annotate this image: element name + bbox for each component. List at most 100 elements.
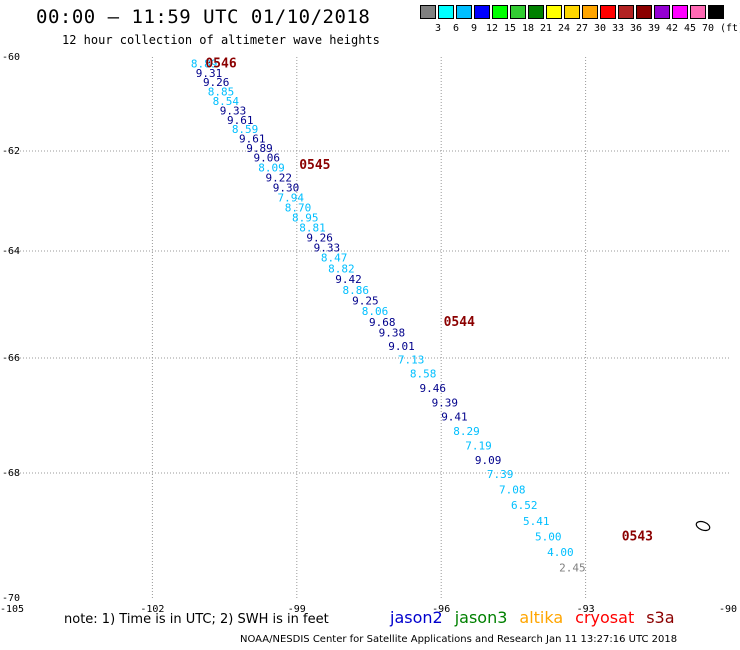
wave-height-label: 9.38 [379,327,406,340]
wave-height-label: 9.61 [227,114,254,127]
wave-height-label: 9.06 [253,152,279,165]
color-swatch [474,5,490,19]
wave-height-label: 8.09 [258,162,285,175]
wave-height-label: 8.86 [343,284,370,297]
island-outline [695,520,711,532]
wave-height-label: 8.29 [453,425,480,438]
wave-height-label: 9.61 [239,133,265,146]
wave-height-label: 9.31 [196,67,223,80]
color-label: 12 [485,23,499,34]
wave-height-label: 9.33 [220,104,247,117]
color-swatch [582,5,598,19]
wave-height-label: 7.08 [499,484,525,497]
lon-tick-label: -96 [432,604,450,615]
wave-height-label: 7.94 [278,192,305,205]
wave-height-label: 8.59 [232,123,259,136]
altimeter-track: 8.899.319.268.858.549.339.618.599.619.89… [191,57,586,574]
wave-height-label: 9.25 [352,294,379,307]
wave-height-label: 5.00 [535,530,562,543]
color-label: 15 [503,23,517,34]
color-swatch [510,5,526,19]
color-label: 30 [593,23,607,34]
wave-height-label: 9.39 [432,396,459,409]
color-swatch [456,5,472,19]
satellite-s3a: s3a [646,608,675,627]
lon-tick-label: -102 [140,604,164,615]
satellite-altika: altika [519,608,564,627]
wave-height-label: 8.85 [208,86,235,99]
wave-height-label: 7.39 [487,468,513,481]
satellite-legend: jason2 jason3 altika cryosat s3a [390,608,687,627]
color-label: 3 [434,23,442,34]
color-swatch [438,5,454,19]
pass-time-label: 0545 [299,158,330,173]
wave-height-label: 6.52 [511,499,538,512]
map-grid [8,57,730,598]
color-swatch [546,5,562,19]
lon-tick-label: -90 [719,604,737,615]
lon-tick-label: -93 [577,604,595,615]
color-label: 36 [629,23,643,34]
satellite-cryosat: cryosat [575,608,635,627]
pass-time-label: 0544 [444,315,475,330]
wave-height-label: 8.81 [299,222,326,235]
map-title: 00:00 – 11:59 UTC 01/10/2018 [36,6,371,28]
lat-tick-label: -66 [2,353,20,364]
credit-line: NOAA/NESDIS Center for Satellite Applica… [240,634,678,645]
pass-time-label: 0546 [205,56,236,71]
color-swatch [672,5,688,19]
color-label: 18 [521,23,535,34]
wave-height-label: 9.30 [273,182,300,195]
wave-height-label: 9.01 [388,340,415,353]
wave-height-label: 8.47 [321,252,348,265]
color-swatch [708,5,724,19]
wave-height-label: 9.22 [266,172,293,185]
wave-height-label: 7.19 [465,439,492,452]
color-label: 39 [647,23,661,34]
lat-tick-label: -68 [2,468,20,479]
color-swatch [636,5,652,19]
axis-ticks: -105 -102 -99 -96 -93 -90 -60 -62 -64 -66 -68 -70 [0,52,737,615]
color-label: 24 [557,23,571,34]
color-swatch [492,5,508,19]
wave-height-label: 8.06 [362,305,389,318]
wave-height-label: 8.89 [191,57,218,70]
wave-height-label: 9.33 [314,242,341,255]
wave-height-label: 2.45 [559,562,586,575]
color-label: 6 [452,23,460,34]
wave-height-label: 8.70 [285,202,312,215]
color-label: 45 [683,23,697,34]
footnote: note: 1) Time is in UTC; 2) SWH is in fe… [64,612,329,627]
pass-time-label: 0543 [622,529,653,544]
wave-height-label: 4.00 [547,546,574,559]
wave-height-label: 5.41 [523,515,550,528]
wave-height-label: 9.68 [369,316,396,329]
color-label: 70 [701,23,715,34]
lat-tick-label: -64 [2,246,20,257]
pass-labels: 0546 0545 0544 0543 [205,56,653,544]
color-label: 42 [665,23,679,34]
wave-height-label: 9.26 [306,232,333,245]
color-swatch [528,5,544,19]
map-subtitle: 12 hour collection of altimeter wave hei… [62,33,380,47]
lat-tick-label: -62 [2,146,20,157]
color-unit: (ft) [720,23,740,34]
lat-tick-label: -70 [2,593,20,604]
color-swatch [654,5,670,19]
color-label: 21 [539,23,553,34]
wave-height-label: 9.89 [246,142,273,155]
satellite-jason3: jason3 [454,608,508,627]
wave-height-label: 8.82 [328,262,355,275]
wave-height-label: 8.54 [213,95,240,108]
color-swatch [600,5,616,19]
satellite-jason2: jason2 [390,608,443,627]
color-swatch [618,5,634,19]
color-label: 33 [611,23,625,34]
color-swatch [564,5,580,19]
wave-height-label: 9.26 [203,76,230,89]
wave-height-label: 9.42 [335,273,362,286]
wave-height-label: 8.58 [410,368,437,381]
wave-height-label: 9.09 [475,454,502,467]
wave-height-label: 9.46 [420,382,447,395]
